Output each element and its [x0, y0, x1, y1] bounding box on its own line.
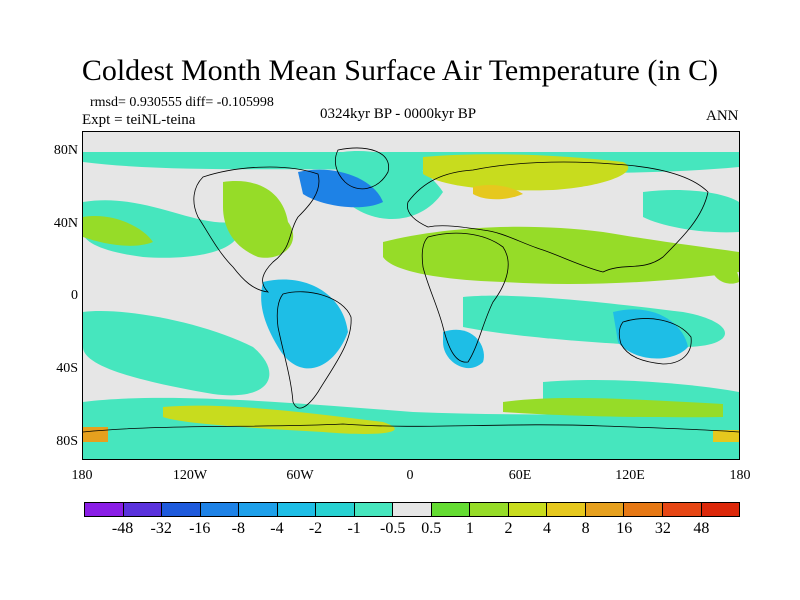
legend-swatch	[123, 503, 163, 516]
coastline-africa	[421, 232, 509, 363]
legend-swatch	[662, 503, 702, 516]
field-region	[613, 309, 688, 359]
color-legend-bar	[84, 502, 740, 517]
legend-swatch	[431, 503, 471, 516]
legend-swatch	[701, 503, 740, 516]
map-plot-area	[82, 131, 740, 460]
x-label-120e: 120E	[615, 468, 645, 483]
coastlines	[83, 147, 739, 433]
temperature-field	[83, 147, 739, 459]
legend-swatch	[508, 503, 548, 516]
coastline-antarctica	[83, 423, 739, 433]
coastline-north-america	[193, 166, 320, 293]
legend-swatch	[316, 503, 355, 516]
field-region	[473, 184, 523, 200]
coastline-south-america	[276, 291, 352, 409]
y-label-0: 0	[71, 288, 78, 303]
legend-swatch	[624, 503, 663, 516]
legend-label: -8	[231, 520, 245, 537]
stats-line: rmsd= 0.930555 diff= -0.105998	[90, 95, 274, 110]
field-region	[261, 279, 348, 369]
legend-label: 8	[581, 520, 590, 537]
x-label-60e: 60E	[508, 468, 532, 483]
coastline-greenland	[334, 147, 389, 190]
legend-swatch	[277, 503, 317, 516]
field-region	[83, 216, 153, 246]
field-region	[223, 181, 294, 258]
y-label-80s: 80S	[56, 434, 78, 449]
legend-swatch	[162, 503, 201, 516]
legend-swatch	[239, 503, 278, 516]
period-label: 0324kyr BP - 0000kyr BP	[320, 106, 477, 122]
experiment-label: Expt = teiNL-teina	[82, 112, 196, 128]
map-title: Coldest Month Mean Surface Air Temperatu…	[81, 54, 719, 87]
legend-swatch	[470, 503, 509, 516]
y-label-80n: 80N	[53, 143, 78, 158]
season-label: ANN	[706, 108, 739, 124]
legend-label: -1	[347, 520, 361, 537]
legend-label: 16	[616, 520, 633, 537]
legend-label: -0.5	[380, 520, 406, 537]
y-label-40n: 40N	[53, 216, 78, 231]
x-label-60w: 60W	[286, 468, 314, 483]
field-region	[463, 295, 725, 347]
legend-swatch	[354, 503, 394, 516]
legend-label: -16	[189, 520, 211, 537]
field-region	[713, 430, 739, 442]
legend-label: 4	[543, 520, 552, 537]
field-shading	[83, 151, 739, 459]
legend-label: 0.5	[421, 520, 442, 537]
legend-label: -4	[270, 520, 284, 537]
x-label-0: 0	[406, 468, 414, 483]
legend-label: 48	[693, 520, 710, 537]
field-region	[83, 311, 270, 396]
x-label-180e: 180	[729, 468, 751, 483]
coastline-eurasia	[406, 161, 709, 273]
legend-swatch	[585, 503, 625, 516]
legend-label: -48	[111, 520, 134, 537]
legend-label: 2	[504, 520, 513, 537]
field-region	[643, 190, 739, 233]
field-region	[163, 405, 395, 434]
x-label-180w: 180	[71, 468, 93, 483]
field-region	[423, 154, 629, 191]
field-region	[83, 427, 108, 442]
field-region	[383, 226, 739, 284]
field-region	[503, 398, 723, 418]
legend-swatch	[547, 503, 586, 516]
y-label-40s: 40S	[56, 361, 78, 376]
x-label-120w: 120W	[172, 468, 208, 483]
legend-label: 1	[465, 520, 474, 537]
field-region	[713, 261, 739, 284]
legend-label: -2	[308, 520, 323, 537]
legend-swatch	[393, 503, 432, 516]
legend-swatch	[85, 503, 124, 516]
legend-label: -32	[150, 520, 172, 537]
field-region	[443, 329, 484, 369]
legend-swatch	[200, 503, 240, 516]
coastline-australia	[618, 318, 692, 365]
field-region	[83, 152, 739, 174]
legend-label: 32	[654, 520, 671, 537]
